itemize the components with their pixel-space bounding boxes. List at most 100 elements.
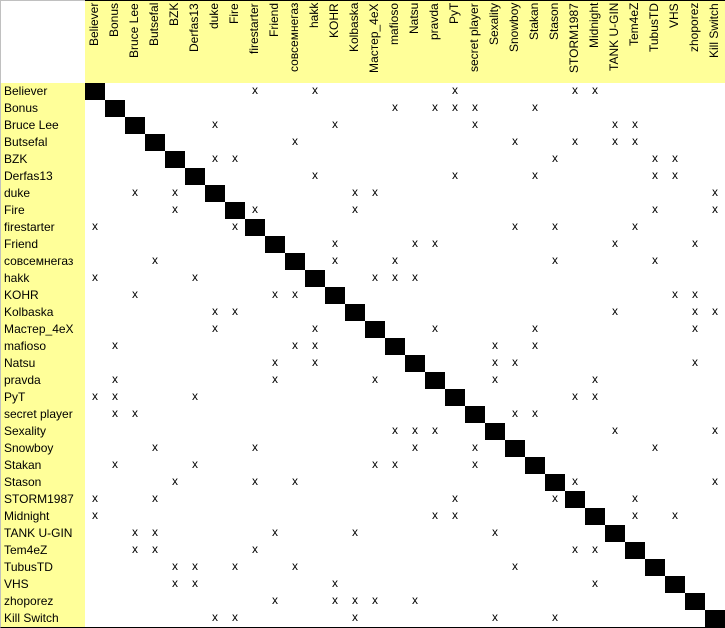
empty-cell (505, 287, 526, 305)
empty-cell (85, 338, 106, 356)
empty-cell (365, 168, 386, 186)
empty-cell (505, 236, 526, 254)
empty-cell (345, 457, 366, 475)
empty-cell (285, 406, 306, 424)
empty-cell (285, 423, 306, 441)
empty-cell (225, 185, 246, 203)
empty-cell (325, 457, 346, 475)
empty-cell (705, 83, 725, 101)
empty-cell (345, 83, 366, 101)
column-header-label: STORM1987 (567, 3, 581, 73)
empty-cell (485, 219, 506, 237)
empty-cell (205, 491, 226, 509)
played-mark: x (185, 559, 206, 577)
empty-cell (525, 372, 546, 390)
empty-cell (245, 491, 266, 509)
empty-cell (665, 134, 686, 152)
empty-cell (165, 287, 186, 305)
empty-cell (185, 304, 206, 322)
empty-cell (685, 270, 706, 288)
empty-cell (625, 559, 646, 577)
empty-cell (405, 83, 426, 101)
empty-cell (125, 321, 146, 339)
row-header: Sexality (0, 423, 86, 441)
empty-cell (325, 338, 346, 356)
played-mark: x (145, 491, 166, 509)
empty-cell (685, 134, 706, 152)
empty-cell (585, 185, 606, 203)
row-header: Kill Switch (0, 610, 86, 628)
empty-cell (105, 219, 126, 237)
empty-cell (585, 423, 606, 441)
played-mark: x (685, 355, 706, 373)
row-header: secret player (0, 406, 86, 424)
diagonal-cell (285, 253, 306, 271)
empty-cell (245, 355, 266, 373)
empty-cell (185, 491, 206, 509)
empty-cell (165, 117, 186, 135)
empty-cell (545, 202, 566, 220)
empty-cell (665, 542, 686, 560)
empty-cell (145, 236, 166, 254)
empty-cell (665, 117, 686, 135)
empty-cell (365, 117, 386, 135)
empty-cell (405, 117, 426, 135)
empty-cell (205, 559, 226, 577)
played-mark: x (545, 219, 566, 237)
empty-cell (185, 134, 206, 152)
empty-cell (325, 355, 346, 373)
empty-cell (665, 389, 686, 407)
played-mark: x (705, 185, 725, 203)
empty-cell (605, 389, 626, 407)
played-mark: x (85, 508, 106, 526)
diagonal-cell (345, 304, 366, 322)
empty-cell (625, 270, 646, 288)
empty-cell (105, 576, 126, 594)
empty-cell (305, 253, 326, 271)
played-mark: x (425, 236, 446, 254)
empty-cell (105, 134, 126, 152)
empty-cell (585, 134, 606, 152)
empty-cell (385, 559, 406, 577)
empty-cell (465, 355, 486, 373)
played-mark: x (345, 525, 366, 543)
empty-cell (485, 508, 506, 526)
empty-cell (505, 542, 526, 560)
empty-cell (525, 236, 546, 254)
empty-cell (165, 423, 186, 441)
empty-cell (465, 593, 486, 611)
column-header: Believer (85, 0, 106, 84)
empty-cell (625, 525, 646, 543)
empty-cell (425, 440, 446, 458)
empty-cell (645, 185, 666, 203)
empty-cell (665, 100, 686, 118)
empty-cell (605, 542, 626, 560)
empty-cell (345, 355, 366, 373)
empty-cell (425, 542, 446, 560)
played-mark: x (265, 593, 286, 611)
played-mark: x (585, 389, 606, 407)
played-mark: x (525, 100, 546, 118)
empty-cell (665, 270, 686, 288)
empty-cell (705, 287, 725, 305)
diagonal-cell (365, 321, 386, 339)
played-mark: x (345, 593, 366, 611)
empty-cell (385, 610, 406, 628)
played-mark: x (325, 253, 346, 271)
column-header-label: Snowboy (507, 3, 521, 53)
empty-cell (325, 168, 346, 186)
empty-cell (665, 525, 686, 543)
empty-cell (325, 406, 346, 424)
empty-cell (145, 389, 166, 407)
empty-cell (265, 202, 286, 220)
played-mark: x (105, 457, 126, 475)
empty-cell (445, 474, 466, 492)
played-mark: x (205, 610, 226, 628)
diagonal-cell (685, 593, 706, 611)
empty-cell (165, 168, 186, 186)
empty-cell (365, 134, 386, 152)
empty-cell (165, 338, 186, 356)
empty-cell (285, 355, 306, 373)
played-mark: x (625, 117, 646, 135)
empty-cell (625, 423, 646, 441)
